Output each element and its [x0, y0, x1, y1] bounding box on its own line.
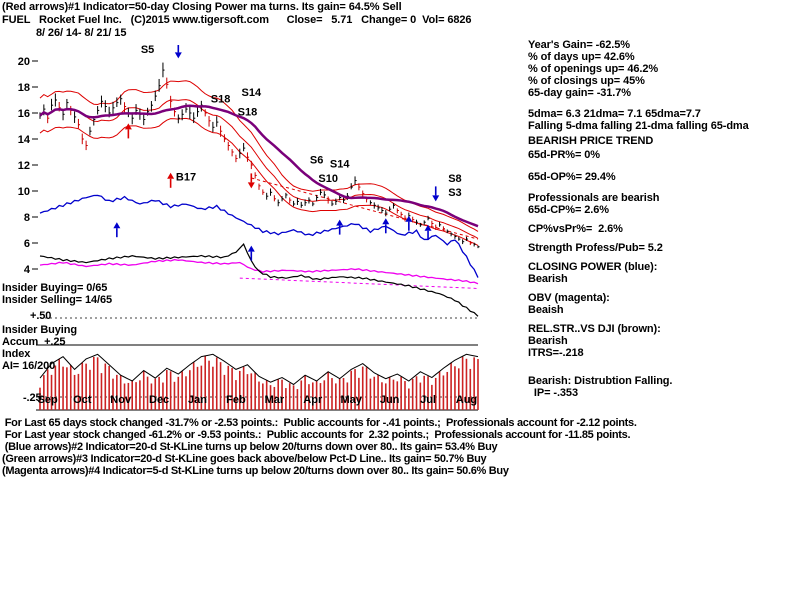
stat-line: Bearish: Distrubtion Falling. [528, 375, 673, 387]
svg-text:Jul: Jul [420, 394, 436, 406]
svg-text:6: 6 [24, 238, 30, 250]
svg-text:Feb: Feb [226, 394, 246, 406]
svg-text:S18: S18 [211, 94, 231, 106]
footer-line: For Last 65 days stock changed -31.7% or… [2, 417, 637, 429]
indicator-label: Insider Buying [2, 324, 77, 336]
svg-text:S3: S3 [448, 187, 461, 199]
svg-text:May: May [340, 394, 362, 406]
svg-text:16: 16 [18, 108, 30, 120]
footer-line: (Magenta arrows)#4 Indicator=5-d St-KLin… [2, 465, 509, 477]
indicator1-header: (Red arrows)#1 Indicator=50-day Closing … [2, 1, 402, 13]
stat-line: Bearish [528, 335, 568, 347]
svg-text:Jan: Jan [188, 394, 207, 406]
indicator-label: AI= 16/200 [2, 360, 56, 372]
stat-line: Strength Profess/Pub= 5.2 [528, 242, 663, 254]
footer-line: (Green arrows)#3 Indicator=20-d St-KLine… [2, 453, 487, 465]
svg-text:Dec: Dec [149, 394, 169, 406]
svg-text:4: 4 [24, 264, 31, 276]
svg-text:S18: S18 [238, 107, 258, 119]
y-axis: 20 18 16 14 12 10 8 6 4 [18, 56, 38, 276]
series-rel_str_vs_dji [39, 243, 479, 317]
svg-text:Apr: Apr [303, 394, 323, 406]
svg-text:S5: S5 [141, 45, 154, 56]
stat-line: BEARISH PRICE TREND [528, 135, 654, 147]
svg-text:S6: S6 [310, 155, 323, 167]
indicator-label: Insider Buying= 0/65 [2, 282, 108, 294]
series-obv [39, 258, 479, 285]
footer-line: For Last year stock changed -61.2% or -9… [2, 429, 631, 441]
price-chart: 20 18 16 14 12 10 8 6 4 Sep Oct Nov Dec Jan Feb Mar Apr M… [18, 45, 480, 411]
footer-line: (Blue arrows)#2 Indicator=20-d St-KLine … [2, 441, 498, 453]
stat-line: 65d-CP%= 2.6% [528, 204, 609, 216]
svg-text:14: 14 [18, 134, 31, 146]
stat-line: % of closings up= 45% [528, 75, 645, 87]
svg-text:Oct: Oct [73, 394, 92, 406]
stat-line: 65d-PR%= 0% [528, 149, 600, 161]
svg-text:S8: S8 [448, 173, 461, 185]
price-bars [39, 62, 480, 249]
stat-line: CLOSING POWER (blue): [528, 261, 658, 273]
svg-text:10: 10 [18, 186, 30, 198]
signal-annotations: S5 S18 S14 S18 B17 S6 S14 S10 S8 S3 [113, 45, 462, 261]
stat-line: 65-day gain= -31.7% [528, 87, 631, 99]
svg-text:Aug: Aug [456, 394, 477, 406]
svg-text:Nov: Nov [110, 394, 132, 406]
stat-line: % of days up= 42.6% [528, 51, 635, 63]
svg-text:S14: S14 [242, 87, 262, 99]
indicator-label: Index [2, 348, 31, 360]
svg-text:8: 8 [24, 212, 30, 224]
svg-text:S14: S14 [330, 159, 350, 171]
svg-text:18: 18 [18, 82, 30, 94]
ai-histogram [39, 353, 479, 410]
indicator-label: Accum +.25 [2, 336, 66, 348]
svg-text:Mar: Mar [265, 394, 285, 406]
title-bar: FUEL Rocket Fuel Inc. (C)2015 www.tigers… [2, 14, 472, 26]
svg-text:20: 20 [18, 56, 30, 68]
ma-50d [39, 104, 479, 228]
series-closing_power [39, 194, 479, 278]
indicator-label: -.25 [20, 392, 42, 404]
svg-text:Sep: Sep [38, 394, 58, 406]
dotted-trendlines [239, 177, 479, 289]
stat-line: Bearish [528, 273, 568, 285]
stat-line: 65d-OP%= 29.4% [528, 171, 616, 183]
svg-text:Jun: Jun [380, 394, 400, 406]
svg-text:S10: S10 [318, 173, 338, 185]
indicator-label: +.50 [30, 310, 52, 322]
svg-text:12: 12 [18, 160, 30, 172]
stat-line: IP= -.353 [528, 387, 578, 399]
stat-line: % of openings up= 46.2% [528, 63, 659, 75]
x-axis-months: Sep Oct Nov Dec Jan Feb Mar Apr May Jun Jul Aug [38, 394, 478, 406]
stat-line: Year's Gain= -62.5% [528, 39, 630, 51]
indicator-label: Insider Selling= 14/65 [2, 294, 112, 306]
stat-line: CP%vsPr%= 2.6% [528, 223, 623, 235]
stat-line: Beaish [528, 304, 564, 316]
stat-line: Professionals are bearish [528, 192, 660, 204]
stat-line: ITRS=-.218 [528, 347, 584, 359]
date-range: 8/ 26/ 14- 8/ 21/ 15 [36, 27, 127, 39]
svg-text:B17: B17 [176, 172, 196, 184]
stat-line: 5dma= 6.3 21dma= 7.1 65dma=7.7 [528, 108, 701, 120]
reference-lines [36, 317, 478, 411]
stat-line: OBV (magenta): [528, 292, 610, 304]
stat-line: Falling 5-dma falling 21-dma falling 65-… [528, 120, 749, 132]
stat-line: REL.STR..VS DJI (brown): [528, 323, 661, 335]
